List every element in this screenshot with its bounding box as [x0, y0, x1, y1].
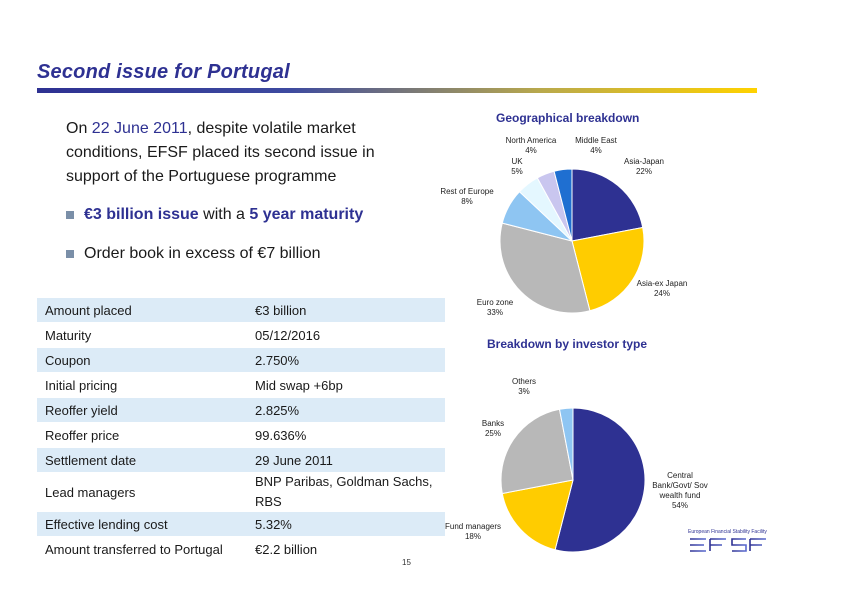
term-label: Reoffer yield: [45, 402, 118, 418]
table-row: Lead managers BNP Paribas, Goldman Sachs…: [37, 473, 445, 512]
pie-slice-label: Asia-Japan: [624, 157, 664, 166]
pie-slice: [558, 407, 574, 481]
bullet-issue-middle: with a: [198, 206, 250, 223]
term-label: Amount placed: [45, 302, 132, 318]
pie-slice-label: Asia-ex Japan: [637, 279, 688, 288]
term-value: 99.636%: [255, 427, 307, 443]
pie-slice-value: 22%: [636, 167, 652, 176]
pie-slice-label: wealth fund: [659, 491, 701, 500]
table-row: Amount placed €3 billion: [37, 298, 445, 323]
intro-paragraph: On 22 June 2011, despite volatile market…: [66, 117, 426, 189]
bullet-square-icon: [66, 211, 74, 219]
geo-chart-title: Geographical breakdown: [496, 111, 640, 125]
efsf-wordmark-icon: [690, 538, 766, 552]
term-label: Reoffer price: [45, 427, 120, 443]
page-number: 15: [402, 558, 411, 567]
pie-slice-value: 25%: [485, 429, 501, 438]
term-label: Amount transferred to Portugal: [45, 541, 223, 557]
term-value: Mid swap +6bp: [255, 377, 343, 393]
table-row: Initial pricing Mid swap +6bp: [37, 373, 445, 398]
term-label: Settlement date: [45, 452, 137, 468]
table-row: Coupon 2.750%: [37, 348, 445, 373]
term-value: €2.2 billion: [255, 541, 318, 557]
term-label: Maturity: [45, 327, 92, 343]
term-value: 05/12/2016: [255, 327, 321, 343]
pie-slice-value: 3%: [518, 387, 530, 396]
slide-title: Second issue for Portugal: [37, 61, 290, 83]
pie-slice: [553, 168, 573, 242]
table-row: Settlement date 29 June 2011: [37, 448, 445, 473]
pie-slice-value: 54%: [672, 501, 688, 510]
pie-slice: [554, 407, 646, 553]
efsf-logo: European Financial Stability Facility: [688, 529, 778, 559]
intro-prefix: On: [66, 120, 92, 137]
pie-slice: [571, 168, 644, 242]
pie-slice: [499, 222, 591, 314]
term-value: BNP Paribas, Goldman Sachs, RBS: [255, 474, 433, 509]
investor-chart-title: Breakdown by investor type: [487, 337, 648, 351]
pie-slice: [571, 226, 645, 312]
table-row: Amount transferred to Portugal €2.2 bill…: [37, 537, 445, 562]
term-label: Initial pricing: [45, 377, 118, 393]
pie-slice-value: 18%: [465, 532, 481, 541]
term-label: Coupon: [45, 352, 91, 368]
pie-slice-label: North America: [506, 136, 557, 145]
bullet-issue: €3 billion issue with a 5 year maturity: [66, 204, 363, 226]
pie-slice-label: Others: [512, 377, 536, 386]
term-label: Lead managers: [45, 484, 136, 500]
title-underline: [37, 88, 757, 93]
pie-slice-label: Euro zone: [477, 298, 514, 307]
pie-slice-label: Central: [667, 471, 693, 480]
term-label: Effective lending cost: [45, 516, 168, 532]
term-value: 2.825%: [255, 402, 300, 418]
table-row: Reoffer price 99.636%: [37, 423, 445, 448]
pie-slice-label: Middle East: [575, 136, 618, 145]
term-value: €3 billion: [255, 302, 307, 318]
term-value: 5.32%: [255, 516, 292, 532]
pie-slice-value: 4%: [525, 146, 537, 155]
pie-slice: [500, 408, 574, 495]
pie-slice-label: Banks: [482, 419, 504, 428]
terms-table: Amount placed €3 billion Maturity 05/12/…: [37, 298, 445, 562]
pie-slice-label: Fund managers: [445, 522, 501, 531]
table-row: Maturity 05/12/2016: [37, 323, 445, 348]
logo-tagline: European Financial Stability Facility: [688, 529, 767, 535]
pie-slice-value: 24%: [654, 289, 670, 298]
intro-date: 22 June 2011: [91, 120, 188, 137]
pie-slice: [501, 479, 574, 551]
pie-slice-label: UK: [511, 157, 523, 166]
table-row: Reoffer yield 2.825%: [37, 398, 445, 423]
pie-slice-value: 4%: [590, 146, 602, 155]
pie-slice-value: 33%: [487, 308, 503, 317]
pie-slice-label: Bank/Govt/ Sov: [652, 481, 708, 490]
term-value: 29 June 2011: [255, 452, 333, 468]
pie-slice-label: Rest of Europe: [440, 187, 494, 196]
bullet-order-book-text: Order book in excess of €7 billion: [84, 245, 321, 262]
pie-slice-value: 5%: [511, 167, 523, 176]
intro-suffix: , despite volatile market conditions, EF…: [66, 120, 375, 185]
pie-slice-value: 8%: [461, 197, 473, 206]
bullet-issue-amount: €3 billion issue: [84, 206, 199, 223]
table-row: Effective lending cost 5.32%: [37, 512, 445, 537]
bullet-issue-maturity: 5 year maturity: [249, 206, 364, 223]
bullet-square-icon: [66, 250, 74, 258]
term-value: 2.750%: [255, 352, 300, 368]
bullet-order-book: Order book in excess of €7 billion: [66, 243, 321, 265]
